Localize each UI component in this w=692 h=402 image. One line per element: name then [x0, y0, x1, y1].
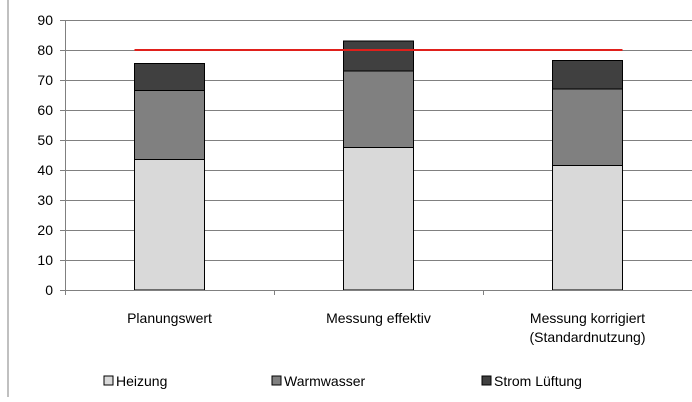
- bar-heizung-messung-effektiv: [343, 147, 414, 291]
- x-category-label-planungswert: Planungswert: [127, 310, 212, 326]
- bar-strom-l-ftung-planungswert: [134, 63, 205, 91]
- legend-label-heizung: Heizung: [116, 373, 167, 389]
- legend-swatch-warmwasser: [271, 375, 282, 386]
- legend-swatch-strom-l-ftung: [481, 375, 492, 386]
- bars: [134, 40, 623, 291]
- y-tick-label-10: 10: [37, 252, 53, 268]
- axes: [7, 0, 692, 397]
- legend-swatch-heizung: [103, 375, 114, 386]
- x-category-label-messung-effektiv: Messung effektiv: [326, 310, 431, 326]
- bar-heizung-messung-korrigiert: [552, 165, 623, 291]
- bar-warmwasser-messung-korrigiert: [552, 88, 623, 166]
- y-tick-label-80: 80: [37, 42, 53, 58]
- y-tick-label-50: 50: [37, 132, 53, 148]
- legend-label-strom-l-ftung: Strom Lüftung: [494, 373, 582, 389]
- y-tick-label-60: 60: [37, 102, 53, 118]
- y-tick-label-0: 0: [45, 282, 53, 298]
- bar-strom-l-ftung-messung-effektiv: [343, 40, 414, 72]
- bar-warmwasser-planungswert: [134, 90, 205, 160]
- y-tick-labels: 0 10 20 30 40 50 60 70 80 90: [37, 12, 53, 298]
- x-category-label-messung-korrigiert: Messung korrigiert (Standardnutzung): [530, 310, 646, 345]
- legend-label-warmwasser: Warmwasser: [284, 373, 365, 389]
- bar-strom-l-ftung-messung-korrigiert: [552, 60, 623, 90]
- y-tick-label-70: 70: [37, 72, 53, 88]
- y-tick-label-90: 90: [37, 12, 53, 28]
- legend: Heizung Warmwasser Strom Lüftung: [103, 373, 582, 389]
- y-tick-label-20: 20: [37, 222, 53, 238]
- bar-heizung-planungswert: [134, 159, 205, 291]
- bar-warmwasser-messung-effektiv: [343, 70, 414, 148]
- y-tick-label-40: 40: [37, 162, 53, 178]
- x-category-labels: Planungswert Messung effektiv Messung korr…: [127, 310, 645, 345]
- y-tick-label-30: 30: [37, 192, 53, 208]
